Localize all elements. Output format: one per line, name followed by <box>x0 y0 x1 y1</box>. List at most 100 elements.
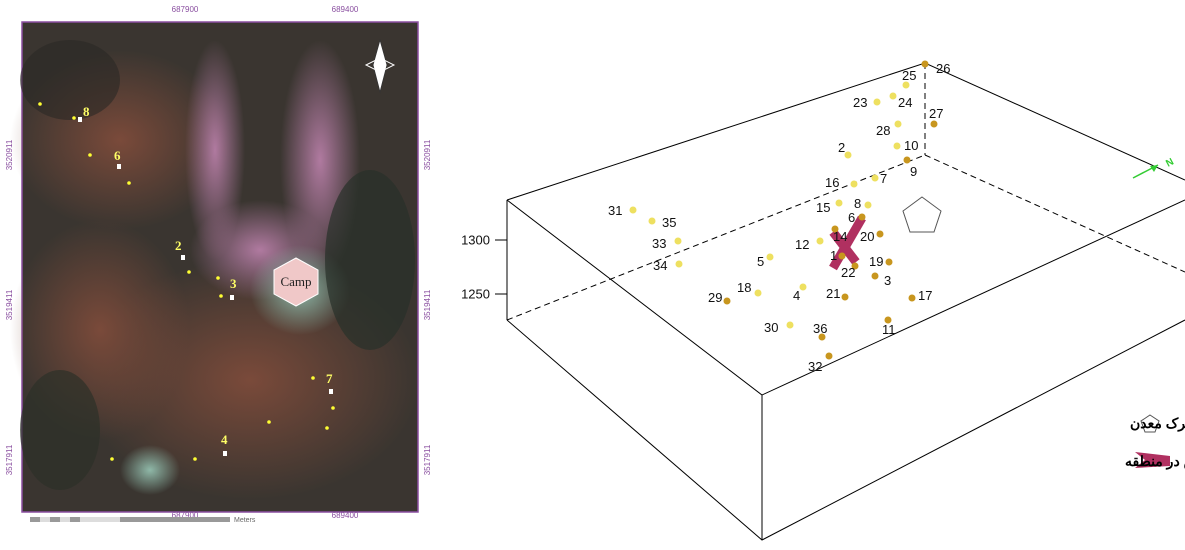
sample-point-label: 12 <box>795 237 809 252</box>
sample-point <box>629 206 637 214</box>
map-point-label: 3 <box>230 276 237 291</box>
sample-point-label: 18 <box>737 280 751 295</box>
sample-point <box>850 180 858 188</box>
coord-label: 689400 <box>332 5 359 14</box>
sample-point <box>831 225 839 233</box>
map-point <box>329 389 333 394</box>
coord-label: 3520911 <box>423 139 432 170</box>
camp-label: Camp <box>280 274 311 289</box>
sample-point <box>723 297 731 305</box>
sample-point <box>835 199 843 207</box>
sample-point-label: 30 <box>764 320 778 335</box>
coord-label: 689400 <box>332 511 359 520</box>
sample-point-label: 28 <box>876 123 890 138</box>
sample-point-label: 14 <box>833 229 847 244</box>
sample-point-label: 7 <box>880 171 887 186</box>
sample-point-label: 8 <box>854 196 861 211</box>
sample-point-label: 10 <box>904 138 918 153</box>
sample-point-label: 1 <box>830 248 837 263</box>
sample-point-label: 24 <box>898 95 912 110</box>
sample-point <box>894 120 902 128</box>
coord-label: 3519411 <box>5 289 14 320</box>
sample-point <box>876 230 884 238</box>
sample-point-label: 19 <box>869 254 883 269</box>
legend-label: حداکثر کرنش در منطقه <box>1125 453 1185 470</box>
map-point-label: 8 <box>83 104 90 119</box>
sample-point-label: 34 <box>653 258 667 273</box>
sample-point-label: 21 <box>826 286 840 301</box>
sample-point-label: 15 <box>816 200 830 215</box>
sample-point <box>884 316 892 324</box>
sample-point <box>908 294 916 302</box>
sample-point <box>864 201 872 209</box>
map-point-label: 7 <box>326 371 333 386</box>
map-point <box>78 117 82 122</box>
sample-point-label: 17 <box>918 288 932 303</box>
elevation-label: 1250 <box>461 286 490 301</box>
sample-point <box>871 272 879 280</box>
sample-point <box>818 333 826 341</box>
legend-label: شهرک معدن <box>1130 415 1185 432</box>
map-point-label: 2 <box>175 238 182 253</box>
sample-point-label: 33 <box>652 236 666 251</box>
sample-point <box>844 151 852 159</box>
sample-point <box>921 60 929 68</box>
sample-point-label: 35 <box>662 215 676 230</box>
sample-point <box>825 352 833 360</box>
sample-point <box>885 258 893 266</box>
sample-point <box>841 293 849 301</box>
sample-point-label: 32 <box>808 359 822 374</box>
coord-label: 3520911 <box>5 139 14 170</box>
sample-point-label: 29 <box>708 290 722 305</box>
map-point-label: 6 <box>114 148 121 163</box>
sample-point-label: 27 <box>929 106 943 121</box>
sample-point-label: 4 <box>793 288 800 303</box>
sample-point <box>799 283 807 291</box>
sample-point <box>786 321 794 329</box>
sample-point <box>674 237 682 245</box>
sample-point-label: 2 <box>838 140 845 155</box>
sample-point <box>816 237 824 245</box>
sample-point-label: 6 <box>848 210 855 225</box>
block-diagram: N <box>495 62 1185 541</box>
elevation-label: 1300 <box>461 232 490 247</box>
sample-point-label: 20 <box>860 229 874 244</box>
sample-point-label: 31 <box>608 203 622 218</box>
map-point-label: 4 <box>221 432 228 447</box>
coord-label: 687900 <box>172 5 199 14</box>
sample-point <box>838 252 846 260</box>
sample-point <box>893 142 901 150</box>
sample-point-label: 5 <box>757 254 764 269</box>
sample-point <box>858 213 866 221</box>
sample-point <box>873 98 881 106</box>
sample-point <box>675 260 683 268</box>
sample-point <box>754 289 762 297</box>
satellite-map: Camp <box>10 21 420 513</box>
scale-unit: Meters <box>234 517 256 524</box>
sample-point <box>851 262 859 270</box>
sample-point <box>903 156 911 164</box>
scale-bar: Meters <box>30 517 256 524</box>
sample-point-label: 23 <box>853 95 867 110</box>
sample-point-label: 22 <box>841 265 855 280</box>
coord-label: 687900 <box>172 511 199 520</box>
sample-point <box>930 120 938 128</box>
sample-point <box>902 81 910 89</box>
map-point <box>223 451 227 456</box>
coord-label: 3517911 <box>5 444 14 475</box>
sample-point-label: 11 <box>882 322 896 337</box>
sample-point-label: 16 <box>825 175 839 190</box>
sample-point <box>889 92 897 100</box>
sample-point-label: 9 <box>910 164 917 179</box>
sample-point <box>648 217 656 225</box>
sample-point-label: 25 <box>902 68 916 83</box>
coord-label: 3519411 <box>423 289 432 320</box>
sample-point-label: 26 <box>936 61 950 76</box>
sample-point <box>871 174 879 182</box>
map-point <box>230 295 234 300</box>
sample-point-label: 36 <box>813 321 827 336</box>
coord-label: 3517911 <box>423 444 432 475</box>
svg-text:N: N <box>1164 157 1176 170</box>
map-point <box>181 255 185 260</box>
